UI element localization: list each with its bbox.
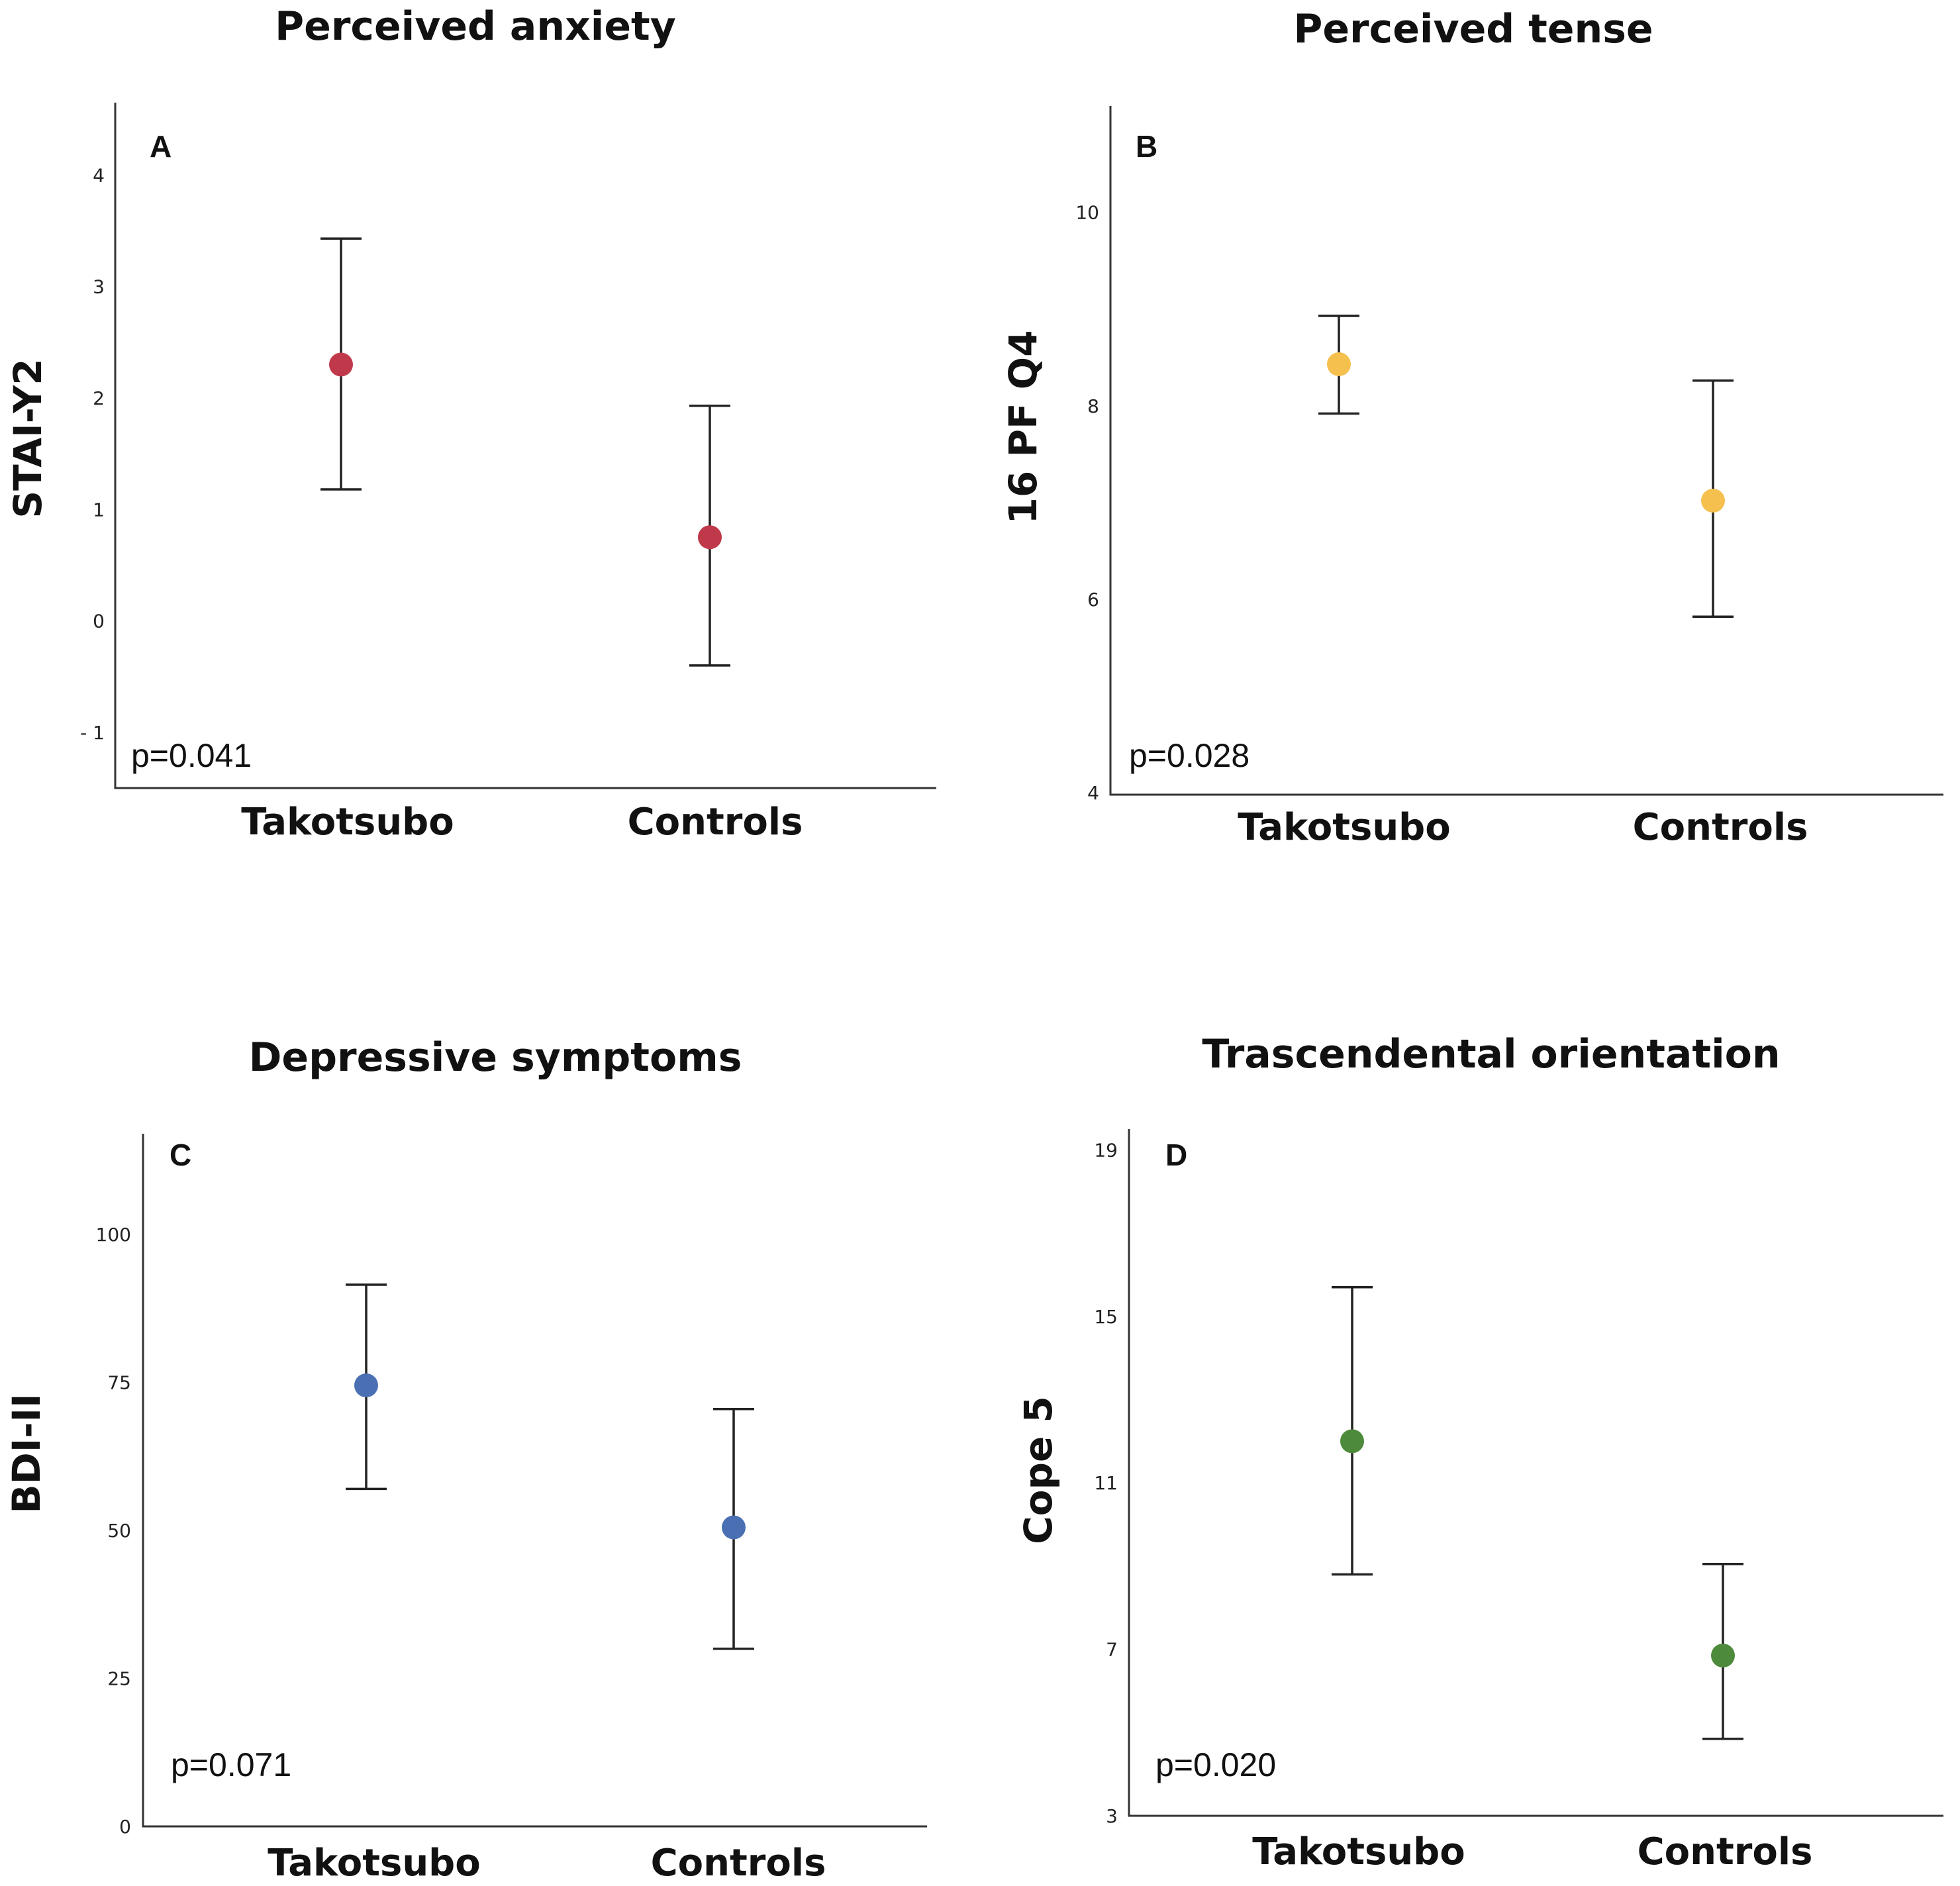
panel-b-y-tick: 8 <box>1087 395 1099 417</box>
panel-a: Perceived anxiety STAI-Y2 A p=0.041 4 3 2 1… <box>5 3 936 844</box>
panel-b-title: Perceived tense <box>1293 6 1653 52</box>
panel-a-y-tick: 1 <box>93 499 105 521</box>
panel-a-title: Perceived anxiety <box>275 3 676 50</box>
panel-d-y-tick: 7 <box>1106 1639 1118 1661</box>
panel-a-y-tick: 0 <box>93 611 105 632</box>
panel-b-y-tick: 4 <box>1087 782 1099 804</box>
panel-d-p-value: p=0.020 <box>1155 1746 1276 1783</box>
panel-c-p-value: p=0.071 <box>171 1746 291 1783</box>
panel-c-axes <box>142 1134 927 1828</box>
panel-d-category-controls: Controls <box>1638 1830 1813 1873</box>
panel-a-mean-point-takotsubo <box>329 352 353 377</box>
panel-d-y-tick: 11 <box>1094 1472 1118 1494</box>
panel-b-axes <box>1109 106 1943 796</box>
panel-a-y-tick: 3 <box>93 276 105 298</box>
panel-a-ylabel: STAI-Y2 <box>5 358 50 518</box>
panel-d-mean-point-takotsubo <box>1340 1429 1364 1454</box>
panel-a-p-value: p=0.041 <box>131 737 252 774</box>
panel-a-marks <box>320 237 730 667</box>
panel-b-ylabel: 16 PF Q4 <box>1001 330 1046 524</box>
panel-d-y-tick: 19 <box>1094 1139 1118 1161</box>
panel-c-title: Depressive symptoms <box>249 1034 742 1081</box>
panel-c-letter: C <box>170 1138 191 1172</box>
panel-c-y-tick: 100 <box>96 1224 131 1246</box>
panel-c-category-takotsubo: Takotsubo <box>268 1842 481 1885</box>
panel-b-y-tick: 10 <box>1075 202 1099 224</box>
panel-a-y-tick: 2 <box>93 387 105 409</box>
panel-c-category-controls: Controls <box>651 1842 826 1885</box>
panel-d-y-tick: 3 <box>1106 1805 1118 1827</box>
panel-a-y-ticks: 4 3 2 1 0 - 1 <box>80 164 105 744</box>
panel-d-marks <box>1332 1286 1743 1740</box>
panel-a-category-takotsubo: Takotsubo <box>241 801 454 844</box>
panel-b-y-tick: 6 <box>1087 589 1099 611</box>
panel-b-y-ticks: 10 8 6 4 <box>1075 202 1099 804</box>
panel-b: Perceived tense 16 PF Q4 B p=0.028 10 8 6 4… <box>1001 6 1943 849</box>
panel-b-mean-point-takotsubo <box>1327 352 1351 376</box>
panel-b-category-takotsubo: Takotsubo <box>1238 806 1451 849</box>
panel-d-axes <box>1128 1129 1943 1817</box>
panel-a-letter: A <box>150 129 172 164</box>
panel-a-category-controls: Controls <box>628 801 803 844</box>
panel-b-category-controls: Controls <box>1633 806 1808 849</box>
panel-c-ylabel: BDI-II <box>4 1393 49 1513</box>
panel-d-category-takotsubo: Takotsubo <box>1252 1830 1465 1873</box>
panel-d-title: Trascendental orientation <box>1202 1031 1780 1077</box>
panel-c: Depressive symptoms BDI-II C p=0.071 100… <box>4 1034 927 1885</box>
panel-b-letter: B <box>1136 129 1157 164</box>
panel-d-ylabel: Cope 5 <box>1016 1396 1061 1544</box>
panel-d-y-tick: 15 <box>1094 1306 1118 1328</box>
panel-b-marks <box>1318 315 1734 618</box>
panel-d: Trascendental orientation Cope 5 D p=0.0… <box>1016 1031 1943 1873</box>
panel-b-p-value: p=0.028 <box>1129 737 1250 774</box>
panel-c-marks <box>346 1283 754 1650</box>
panel-c-mean-point-takotsubo <box>354 1373 378 1397</box>
panel-d-mean-point-controls <box>1711 1644 1735 1667</box>
panel-c-mean-point-controls <box>722 1515 746 1540</box>
panel-b-mean-point-controls <box>1701 489 1725 513</box>
panel-d-y-ticks: 19 15 11 7 3 <box>1094 1139 1118 1827</box>
panel-c-y-tick: 50 <box>107 1520 131 1542</box>
panel-c-y-ticks: 100 75 50 25 0 <box>96 1224 131 1838</box>
panel-a-axes <box>114 103 936 789</box>
panel-c-y-tick: 25 <box>107 1668 131 1690</box>
panel-c-y-tick: 0 <box>119 1816 131 1838</box>
panel-a-mean-point-controls <box>698 525 722 550</box>
panel-d-letter: D <box>1165 1138 1187 1172</box>
panel-c-y-tick: 75 <box>107 1372 131 1394</box>
panel-a-y-tick: - 1 <box>80 722 105 744</box>
panel-a-y-tick: 4 <box>93 164 105 186</box>
